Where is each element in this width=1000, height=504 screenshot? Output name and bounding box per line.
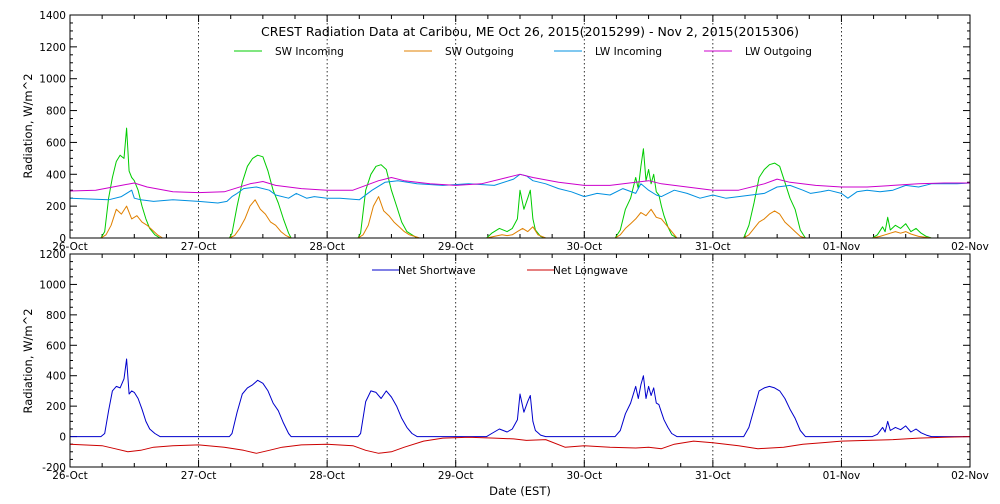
top-xtick-label: 30-Oct <box>566 241 602 253</box>
chart-title: CREST Radiation Data at Caribou, ME Oct … <box>261 24 799 39</box>
top-ytick-label: 1400 <box>39 10 66 22</box>
bottom-plot-frame <box>69 253 971 468</box>
top-legend-label: SW Incoming <box>275 46 344 58</box>
bottom-series-net-shortwave <box>70 358 970 438</box>
top-series-lw-incoming <box>69 173 971 204</box>
bottom-ytick-label: 1000 <box>39 279 66 291</box>
bottom-ytick-label: 600 <box>46 340 66 352</box>
bottom-xlabel: Date (EST) <box>489 484 551 498</box>
bottom-legend-label: Net Shortwave <box>398 265 476 277</box>
top-legend-label: LW Incoming <box>595 46 662 58</box>
top-ytick-label: 800 <box>46 106 66 118</box>
bottom-ytick-label: 1200 <box>39 249 66 261</box>
bottom-xtick-label: 28-Oct <box>309 470 345 482</box>
top-series-lw-outgoing <box>69 173 970 194</box>
bottom-xtick-label: 29-Oct <box>438 470 474 482</box>
bottom-xtick-label: 31-Oct <box>695 470 731 482</box>
bottom-legend-label: Net Longwave <box>553 265 628 277</box>
bottom-ylabel: Radiation, W/m^2 <box>21 308 35 413</box>
top-legend-label: SW Outgoing <box>445 46 514 58</box>
bottom-ytick-label: 0 <box>59 432 66 444</box>
top-ytick-label: 0 <box>59 233 66 245</box>
bottom-ytick-label: 200 <box>46 401 66 413</box>
bottom-xtick-label: 02-Nov <box>951 470 989 482</box>
top-ytick-label: 600 <box>46 137 66 149</box>
top-series-sw-incoming <box>70 127 970 239</box>
bottom-ytick-label: -200 <box>42 462 66 474</box>
top-xtick-label: 02-Nov <box>951 241 989 253</box>
bottom-ytick-label: 800 <box>46 310 66 322</box>
bottom-xtick-label: 01-Nov <box>823 470 861 482</box>
bottom-xtick-label: 30-Oct <box>566 470 602 482</box>
top-xtick-label: 26-Oct <box>52 241 88 253</box>
top-ytick-label: 1200 <box>39 42 66 54</box>
top-series-sw-outgoing <box>70 196 970 239</box>
bottom-xtick-label: 26-Oct <box>52 470 88 482</box>
top-xtick-label: 01-Nov <box>823 241 861 253</box>
top-ytick-label: 1000 <box>39 74 66 86</box>
top-xtick-label: 31-Oct <box>695 241 731 253</box>
bottom-xtick-label: 27-Oct <box>181 470 217 482</box>
bottom-ytick-label: 400 <box>46 371 66 383</box>
top-xtick-label: 29-Oct <box>438 241 474 253</box>
top-legend-label: LW Outgoing <box>745 46 812 58</box>
top-xtick-label: 28-Oct <box>309 241 345 253</box>
bottom-series-net-longwave <box>69 436 971 454</box>
top-plot-frame <box>69 14 971 239</box>
top-ytick-label: 200 <box>46 201 66 213</box>
top-ylabel: Radiation, W/m^2 <box>21 73 35 178</box>
top-xtick-label: 27-Oct <box>181 241 217 253</box>
top-ytick-label: 400 <box>46 169 66 181</box>
